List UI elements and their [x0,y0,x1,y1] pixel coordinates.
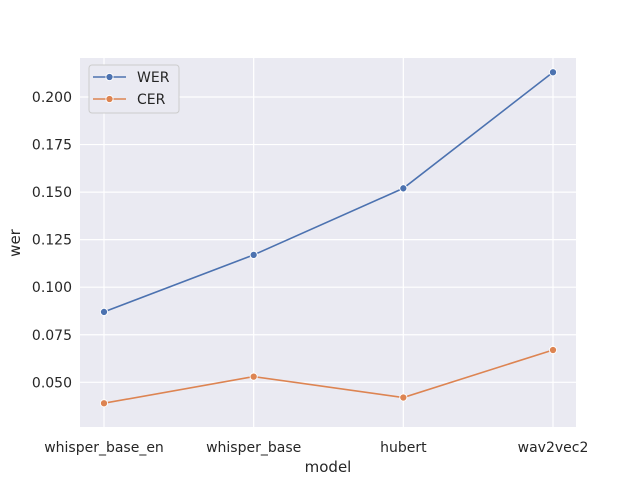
legend-label: CER [137,92,166,108]
data-point-cer [399,393,408,402]
series-cer [99,345,558,408]
y-tick-label: 0.100 [32,280,72,296]
legend-swatch-marker [105,72,114,82]
legend-swatch-marker [105,94,114,104]
data-point-cer [99,399,109,408]
data-point-cer [548,345,558,355]
x-tick-label: whisper_base_en [44,440,164,456]
x-tick-label: whisper_base [206,440,301,456]
y-axis-label: wer [6,228,24,256]
y-tick-label: 0.050 [32,375,72,391]
y-tick-label: 0.125 [32,233,72,249]
y-tick-label: 0.200 [32,90,72,106]
data-point-wer [249,250,258,259]
legend-item-cer: CER [93,92,166,108]
x-tick-labels: whisper_base_en whisper_base hubert wav2vec… [44,440,588,456]
x-tick-label: hubert [380,440,427,456]
y-tick-labels: 0.050 0.075 0.100 0.125 0.150 0.175 0.200 [32,90,72,391]
x-axis-label: model [305,458,352,476]
y-tick-label: 0.175 [32,138,72,154]
series-layer [99,68,558,408]
data-point-wer [99,307,109,316]
legend-label: WER [137,70,170,86]
series-line-wer [103,71,554,313]
y-tick-label: 0.075 [32,328,72,344]
x-tick-label: wav2vec2 [518,440,589,456]
series-wer [99,68,558,316]
data-point-wer [548,68,558,77]
data-point-wer [399,184,408,193]
y-tick-label: 0.150 [32,185,72,201]
legend-item-wer: WER [93,70,170,86]
grid-lines [80,58,576,427]
data-point-cer [249,372,258,381]
series-line-cer [103,349,554,405]
legend: WER CER [88,64,180,114]
